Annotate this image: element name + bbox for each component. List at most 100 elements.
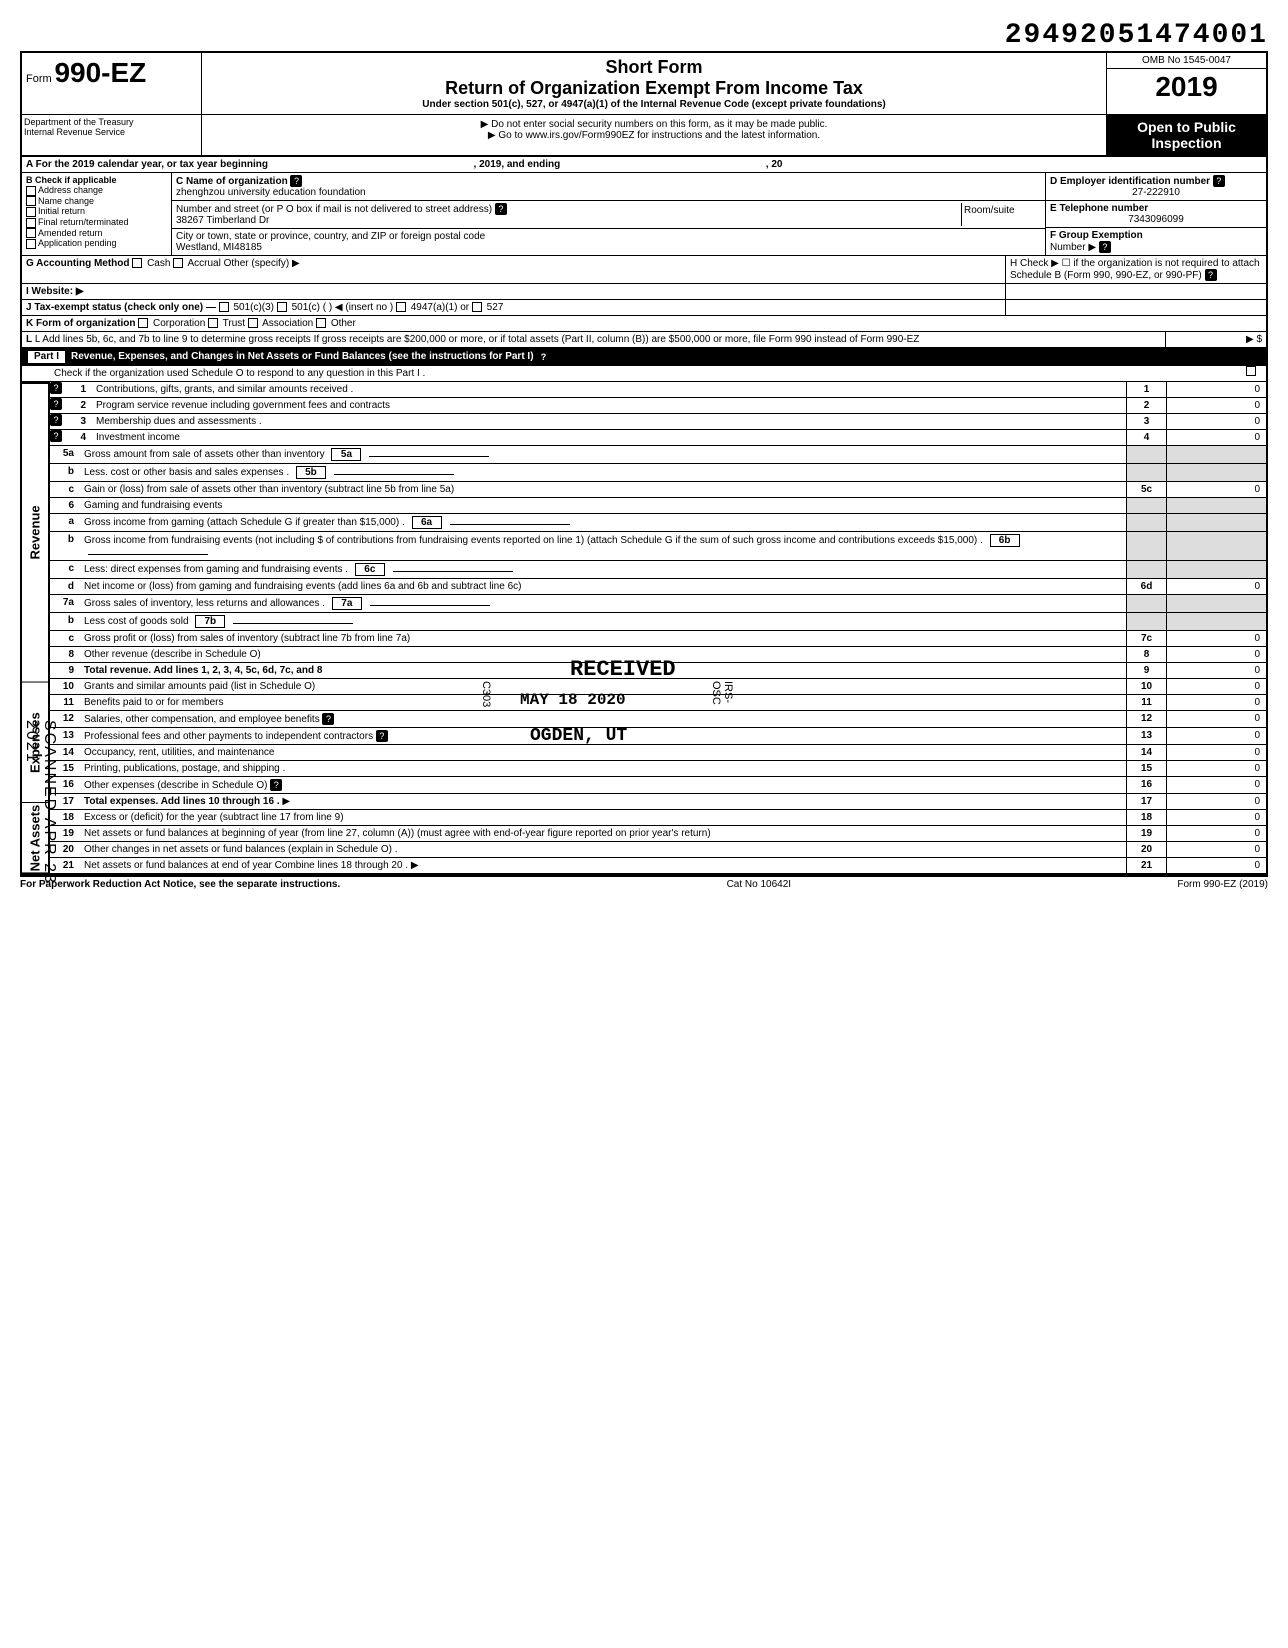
info-icon: ?: [322, 713, 334, 725]
info-icon: ?: [50, 382, 62, 394]
phone-value: 7343096099: [1050, 214, 1262, 225]
line-1-box: 1: [1126, 382, 1166, 397]
line-a-mid: , 2019, and ending: [474, 159, 561, 170]
line-num: a: [50, 514, 80, 531]
line-1-desc: Contributions, gifts, grants, and simila…: [92, 382, 1126, 397]
line-11-box: 11: [1126, 695, 1166, 710]
line-12-desc: Salaries, other compensation, and employ…: [80, 711, 1126, 727]
info-icon: ?: [50, 430, 62, 442]
line-5c-amt: 0: [1166, 482, 1266, 497]
room-suite-label: Room/suite: [961, 203, 1041, 226]
check-schedule-o[interactable]: [1246, 366, 1256, 376]
line-num: 13: [50, 728, 80, 744]
info-icon: ?: [290, 175, 302, 187]
line-num: c: [50, 482, 80, 497]
part1-check-text: Check if the organization used Schedule …: [50, 366, 1246, 381]
goto-instructions: ▶ Go to www.irs.gov/Form990EZ for instru…: [206, 130, 1102, 141]
form-label: Form: [26, 73, 52, 85]
line-16-box: 16: [1126, 777, 1166, 793]
corporation-label: Corporation: [153, 318, 205, 329]
line-7c-amt: 0: [1166, 631, 1266, 646]
line-num: 3: [62, 414, 92, 429]
line-16-desc: Other expenses (describe in Schedule O) …: [80, 777, 1126, 793]
line-3-amt: 0: [1166, 414, 1266, 429]
line-num: c: [50, 561, 80, 578]
check-501c[interactable]: [277, 302, 287, 312]
other-org-label: Other: [331, 318, 356, 329]
line-18-amt: 0: [1166, 810, 1266, 825]
tax-year: 2019: [1107, 69, 1266, 105]
line-20-box: 20: [1126, 842, 1166, 857]
line-15-box: 15: [1126, 761, 1166, 776]
check-name-change[interactable]: Name change: [26, 196, 167, 207]
line-6d-box: 6d: [1126, 579, 1166, 594]
check-name-change-label: Name change: [38, 196, 94, 206]
section-d-label: D Employer identification number: [1050, 176, 1210, 187]
check-final-return[interactable]: Final return/terminated: [26, 217, 167, 228]
line-21-box: 21: [1126, 858, 1166, 873]
line-5b-desc: Less. cost or other basis and sales expe…: [80, 464, 1126, 481]
document-number: 29492051474001: [20, 20, 1268, 51]
line-num: 5a: [50, 446, 80, 463]
section-e-label: E Telephone number: [1050, 203, 1148, 214]
accrual-label: Accrual: [187, 258, 220, 269]
line-20-desc: Other changes in net assets or fund bala…: [80, 842, 1126, 857]
check-4947[interactable]: [396, 302, 406, 312]
527-label: 527: [487, 302, 504, 313]
line-num: b: [50, 613, 80, 630]
date-stamp: MAY 18 2020: [520, 691, 626, 709]
line-11-amt: 0: [1166, 695, 1266, 710]
check-cash[interactable]: [132, 258, 142, 268]
check-trust[interactable]: [208, 318, 218, 328]
section-l-arrow: ▶ $: [1166, 332, 1266, 347]
check-accrual[interactable]: [173, 258, 183, 268]
line-17-box: 17: [1126, 794, 1166, 809]
line-9-box: 9: [1126, 663, 1166, 678]
line-18-desc: Excess or (deficit) for the year (subtra…: [80, 810, 1126, 825]
line-21-amt: 0: [1166, 858, 1266, 873]
irs-osc-stamp: IRS-OSC: [710, 681, 734, 710]
line-12-amt: 0: [1166, 711, 1266, 727]
side-net-assets: Net Assets: [22, 803, 48, 873]
line-num: b: [50, 532, 80, 560]
line-6-desc: Gaming and fundraising events: [80, 498, 1126, 513]
line-14-desc: Occupancy, rent, utilities, and maintena…: [80, 745, 1126, 760]
line-7b-desc: Less cost of goods sold 7b: [80, 613, 1126, 630]
line-14-amt: 0: [1166, 745, 1266, 760]
check-other-org[interactable]: [316, 318, 326, 328]
line-4-desc: Investment income: [92, 430, 1126, 445]
c303-stamp: C303: [480, 681, 492, 707]
part1-label: Part I: [28, 351, 65, 363]
info-icon: ?: [1099, 241, 1111, 253]
check-amended-return[interactable]: Amended return: [26, 228, 167, 239]
check-corporation[interactable]: [138, 318, 148, 328]
association-label: Association: [262, 318, 313, 329]
check-initial-return-label: Initial return: [38, 206, 85, 216]
line-15-desc: Printing, publications, postage, and shi…: [80, 761, 1126, 776]
addr-label: Number and street (or P O box if mail is…: [176, 204, 492, 215]
line-9-amt: 0: [1166, 663, 1266, 678]
line-19-desc: Net assets or fund balances at beginning…: [80, 826, 1126, 841]
org-name: zhenghzou university education foundatio…: [176, 187, 366, 198]
line-13-box: 13: [1126, 728, 1166, 744]
line-num: 7a: [50, 595, 80, 612]
line-6d-amt: 0: [1166, 579, 1266, 594]
dept-irs: Internal Revenue Service: [24, 127, 199, 137]
check-association[interactable]: [248, 318, 258, 328]
check-501c3[interactable]: [219, 302, 229, 312]
line-7c-desc: Gross profit or (loss) from sales of inv…: [80, 631, 1126, 646]
line-17-amt: 0: [1166, 794, 1266, 809]
year-prefix: 20: [1155, 71, 1186, 102]
check-initial-return[interactable]: Initial return: [26, 206, 167, 217]
check-527[interactable]: [472, 302, 482, 312]
check-application-pending[interactable]: Application pending: [26, 238, 167, 249]
check-address-change[interactable]: Address change: [26, 185, 167, 196]
section-f-label: F Group Exemption: [1050, 230, 1143, 241]
line-20-amt: 0: [1166, 842, 1266, 857]
footer-cat-no: Cat No 10642I: [727, 879, 792, 890]
info-icon: ?: [376, 730, 388, 742]
info-icon: ?: [270, 779, 282, 791]
check-address-change-label: Address change: [38, 185, 103, 195]
section-h-label: H Check ▶ ☐ if the organization is not r…: [1010, 258, 1260, 281]
line-17-desc: Total expenses. Add lines 10 through 16 …: [80, 794, 1126, 809]
